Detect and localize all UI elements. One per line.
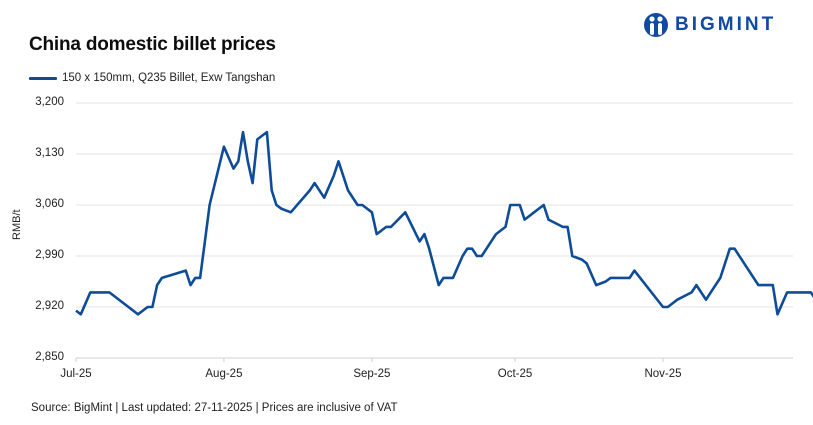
y-tick-label: 3,060 bbox=[35, 198, 64, 210]
chart-legend: 150 x 150mm, Q235 Billet, Exw Tangshan bbox=[29, 72, 275, 84]
x-tick-label: Nov-25 bbox=[644, 368, 682, 380]
y-tick-label: 3,200 bbox=[35, 96, 64, 108]
x-tick-label: Sep-25 bbox=[353, 368, 391, 380]
bigmint-people-icon bbox=[644, 13, 668, 37]
chart-title: China domestic billet prices bbox=[29, 34, 276, 55]
bigmint-logo: BIGMINT bbox=[644, 11, 776, 39]
logo-wordmark: BIGMINT bbox=[675, 14, 777, 35]
x-tick-label: Jul-25 bbox=[60, 368, 92, 380]
y-tick-label: 2,850 bbox=[35, 351, 64, 363]
x-tick-label: Aug-25 bbox=[205, 368, 243, 380]
x-tick-label: Oct-25 bbox=[497, 368, 533, 380]
price-series-line bbox=[75, 130, 813, 316]
source-note: Source: BigMint | Last updated: 27-11-20… bbox=[31, 402, 398, 414]
legend-swatch bbox=[29, 76, 57, 80]
y-tick-label: 2,990 bbox=[35, 249, 64, 261]
y-tick-label: 3,130 bbox=[35, 147, 64, 159]
y-tick-label: 2,920 bbox=[35, 300, 64, 312]
legend-label: 150 x 150mm, Q235 Billet, Exw Tangshan bbox=[62, 72, 276, 84]
